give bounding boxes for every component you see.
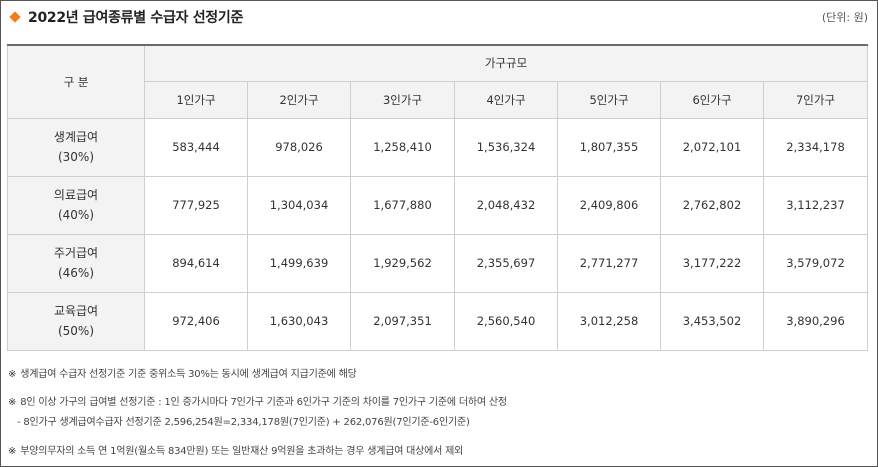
column-header: 6인가구	[660, 80, 764, 119]
household-size-header: 가구규모	[143, 44, 869, 82]
table-cell: 2,355,697	[454, 233, 558, 293]
unit-label: (단위: 원)	[821, 11, 868, 24]
table-cell: 1,304,034	[247, 175, 351, 235]
table-cell: 2,762,802	[660, 175, 764, 235]
table-row: 생계급여 (30%) 583,444 978,026 1,258,410 1,5…	[7, 117, 869, 177]
reference-mark: ※	[8, 369, 17, 380]
table-cell: 1,630,043	[247, 291, 351, 351]
table-cell: 2,560,540	[454, 291, 558, 351]
footnote: ※ 8인 이상 가구의 급여별 선정기준 : 1인 증가시마다 7인가구 기준과 …	[8, 393, 507, 408]
page-title: 2022년 급여종류별 수급자 선정기준	[28, 10, 244, 26]
footnote-text: 부양의무자의 소득 연 1억원(월소득 834만원) 또는 일반재산 9억원을 …	[20, 446, 464, 457]
reference-mark: ※	[8, 446, 17, 457]
footnote-text: 8인 이상 가구의 급여별 선정기준 : 1인 증가시마다 7인가구 기준과 6…	[20, 397, 507, 408]
footnote-text: 생계급여 수급자 선정기준 기준 중위소득 30%는 동시에 생계급여 지급기준…	[20, 369, 357, 380]
benefit-percent: (40%)	[57, 208, 95, 222]
benefit-name: 교육급여	[53, 304, 99, 318]
header-row-columns: 1인가구 2인가구 3인가구 4인가구 5인가구 6인가구 7인가구	[8, 80, 869, 119]
table-cell: 1,258,410	[350, 117, 455, 177]
row-label: 교육급여 (50%)	[7, 291, 145, 351]
column-header: 3인가구	[350, 80, 455, 119]
row-label: 주거급여 (46%)	[7, 233, 145, 293]
footnote: ※ 부양의무자의 소득 연 1억원(월소득 834만원) 또는 일반재산 9억원을…	[8, 442, 463, 457]
benefit-percent: (46%)	[57, 266, 95, 280]
table-cell: 3,453,502	[660, 291, 764, 351]
table-cell: 3,112,237	[762, 175, 869, 235]
table-cell: 777,925	[144, 175, 248, 235]
table-cell: 2,771,277	[557, 233, 661, 293]
table-cell: 2,409,806	[557, 175, 661, 235]
table-cell: 583,444	[144, 117, 248, 177]
table-cell: 3,012,258	[557, 291, 661, 351]
table-cell: 2,097,351	[350, 291, 455, 351]
table-cell: 3,579,072	[762, 233, 869, 293]
column-header: 5인가구	[557, 80, 661, 119]
table-cell: 972,406	[144, 291, 248, 351]
header-row-group: 구 분 가구규모	[7, 44, 869, 119]
table-cell: 1,499,639	[247, 233, 351, 293]
table-cell: 1,807,355	[557, 117, 661, 177]
benefit-percent: (50%)	[57, 324, 95, 338]
table-cell: 1,536,324	[454, 117, 558, 177]
benefit-name: 의료급여	[53, 188, 99, 202]
table-row: 의료급여 (40%) 777,925 1,304,034 1,677,880 2…	[7, 175, 869, 235]
criteria-table: 구 분 가구규모 1인가구 2인가구 3인가구 4인가구 5인가구 6인가구 7…	[7, 44, 869, 351]
column-header: 2인가구	[247, 80, 351, 119]
table-cell: 3,177,222	[660, 233, 764, 293]
table-cell: 3,890,296	[762, 291, 869, 351]
row-label: 생계급여 (30%)	[7, 117, 145, 177]
row-label: 의료급여 (40%)	[7, 175, 145, 235]
benefit-percent: (30%)	[57, 150, 95, 164]
reference-mark: ※	[8, 397, 17, 408]
corner-header: 구 분	[7, 44, 145, 119]
diamond-bullet-icon	[9, 11, 21, 23]
table-cell: 978,026	[247, 117, 351, 177]
column-header: 1인가구	[144, 80, 248, 119]
footnote: ※ 생계급여 수급자 선정기준 기준 중위소득 30%는 동시에 생계급여 지급기…	[8, 365, 357, 380]
column-header: 7인가구	[762, 80, 869, 119]
benefit-name: 주거급여	[53, 246, 99, 260]
page-header: 2022년 급여종류별 수급자 선정기준 (단위: 원)	[9, 6, 868, 28]
table-cell: 2,072,101	[660, 117, 764, 177]
table-cell: 2,048,432	[454, 175, 558, 235]
benefit-name: 생계급여	[53, 130, 99, 144]
footnote-detail: - 8인가구 생계급여수급자 선정기준 2,596,254원=2,334,178…	[17, 417, 470, 428]
table-cell: 894,614	[144, 233, 248, 293]
table-row: 주거급여 (46%) 894,614 1,499,639 1,929,562 2…	[7, 233, 869, 293]
table-cell: 1,677,880	[350, 175, 455, 235]
table-cell: 1,929,562	[350, 233, 455, 293]
column-header: 4인가구	[454, 80, 558, 119]
table-cell: 2,334,178	[762, 117, 869, 177]
table-row: 교육급여 (50%) 972,406 1,630,043 2,097,351 2…	[7, 291, 869, 351]
